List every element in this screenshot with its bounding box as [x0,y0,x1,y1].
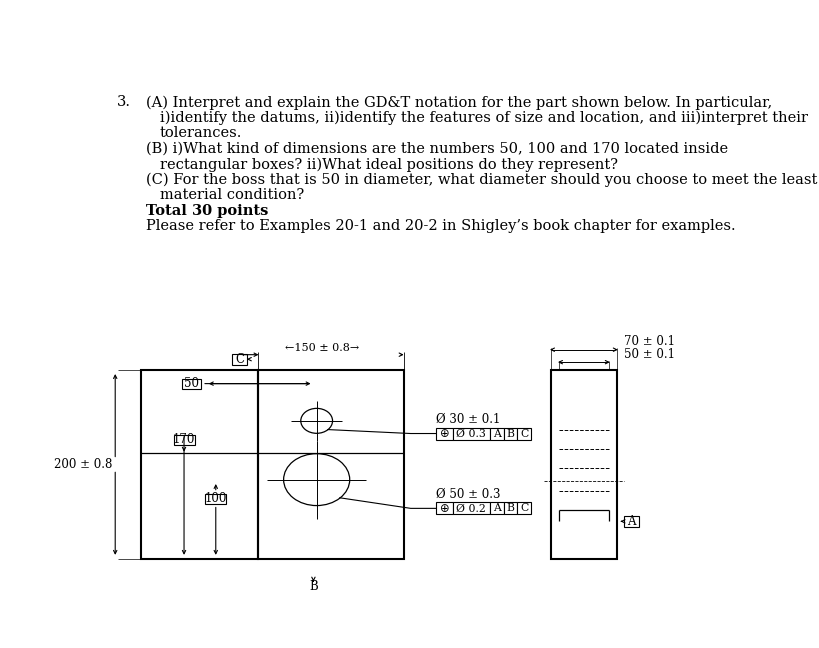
Text: 170: 170 [173,434,195,446]
Text: tolerances.: tolerances. [160,126,242,140]
Text: 70 ± 0.1: 70 ± 0.1 [623,335,674,348]
Text: rectangular boxes? ii)What ideal positions do they represent?: rectangular boxes? ii)What ideal positio… [160,157,617,172]
Bar [550,369,617,559]
Bar [436,502,452,515]
Bar [452,502,489,515]
Text: C: C [520,428,528,439]
Text: ⊕: ⊕ [439,502,449,515]
Text: C: C [520,503,528,513]
Bar [517,428,531,439]
Bar [141,369,258,559]
Text: (A) Interpret and explain the GD&T notation for the part shown below. In particu: (A) Interpret and explain the GD&T notat… [146,95,771,110]
Text: A: A [627,515,635,528]
Text: B: B [506,503,514,513]
Text: A: A [492,503,500,513]
Text: A: A [492,428,500,439]
Bar [623,516,639,527]
Bar [258,369,404,559]
Text: Ø 0.2: Ø 0.2 [455,503,486,513]
Text: 3.: 3. [116,95,130,110]
Bar [503,428,517,439]
Text: B: B [506,428,514,439]
Text: 50: 50 [183,377,198,390]
Text: 50 ± 0.1: 50 ± 0.1 [623,348,674,361]
Text: 200 ± 0.8: 200 ± 0.8 [53,458,112,471]
Bar [517,502,531,515]
Text: Please refer to Examples 20-1 and 20-2 in Shigley’s book chapter for examples.: Please refer to Examples 20-1 and 20-2 i… [146,219,735,233]
Bar [452,428,489,439]
Bar [503,502,517,515]
Text: material condition?: material condition? [160,189,304,202]
Text: ←150 ± 0.8→: ←150 ± 0.8→ [284,343,359,353]
Text: Total 30 points: Total 30 points [146,203,268,218]
Bar [174,435,194,445]
Bar [182,378,201,389]
Text: B: B [309,580,318,593]
Text: Ø 0.3: Ø 0.3 [455,428,486,439]
Text: ⊕: ⊕ [439,427,449,440]
Text: i)identify the datums, ii)identify the features of size and location, and iii)in: i)identify the datums, ii)identify the f… [160,111,807,125]
Text: C: C [235,353,244,365]
Bar [231,354,247,365]
Text: (C) For the boss that is 50 in diameter, what diameter should you choose to meet: (C) For the boss that is 50 in diameter,… [146,173,816,187]
Text: Ø 30 ± 0.1: Ø 30 ± 0.1 [436,413,500,426]
Bar [305,581,321,592]
Bar [436,428,452,439]
Text: 100: 100 [205,492,227,505]
Text: (B) i)What kind of dimensions are the numbers 50, 100 and 170 located inside: (B) i)What kind of dimensions are the nu… [146,142,727,156]
Bar [489,428,503,439]
Bar [489,502,503,515]
Bar [205,494,226,503]
Text: Ø 50 ± 0.3: Ø 50 ± 0.3 [436,488,500,501]
